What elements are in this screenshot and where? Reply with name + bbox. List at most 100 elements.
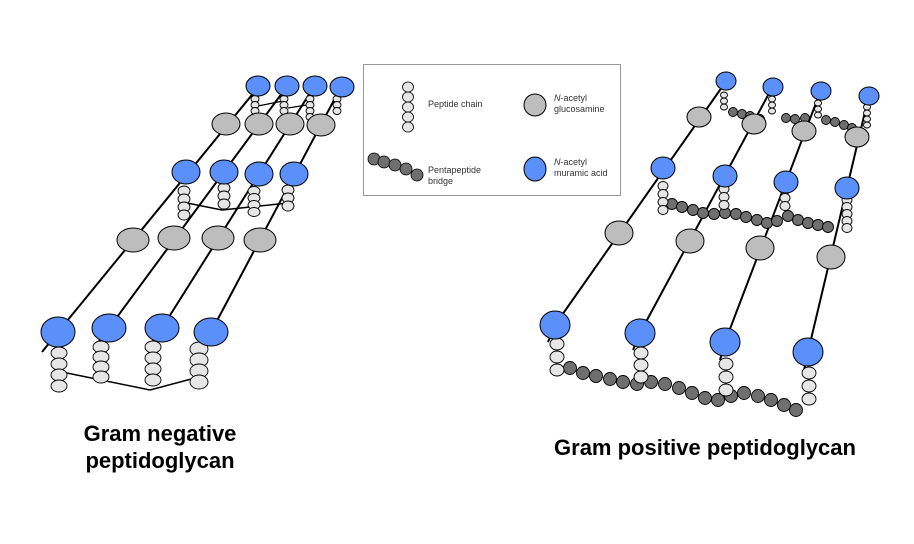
nam-unit xyxy=(624,318,656,348)
nag-unit xyxy=(816,244,846,270)
bridge-unit xyxy=(781,113,791,123)
nam-unit xyxy=(834,176,860,200)
gram-negative-caption-line2: peptidoglycan xyxy=(85,448,235,473)
peptide-unit xyxy=(144,362,162,376)
bridge-unit xyxy=(666,198,678,210)
nag-unit xyxy=(211,112,241,136)
nag-unit xyxy=(244,112,274,136)
nag-legend-icon xyxy=(523,93,547,117)
nam-legend-icon xyxy=(523,156,547,182)
bridge-unit xyxy=(708,208,720,220)
peptide-unit xyxy=(633,358,649,372)
peptide-unit xyxy=(247,207,261,217)
peptide-unit xyxy=(801,392,817,406)
crosslink-line xyxy=(149,377,196,391)
bridge-unit xyxy=(658,377,672,391)
peptide-unit xyxy=(814,111,822,119)
peptide-unit xyxy=(144,340,162,354)
bridge-unit xyxy=(737,386,751,400)
peptide-unit xyxy=(720,91,728,99)
bridge-unit xyxy=(589,369,603,383)
bridge-unit xyxy=(822,221,834,233)
peptide-unit xyxy=(189,374,209,390)
bridge-unit xyxy=(751,389,765,403)
nam-unit xyxy=(209,159,239,185)
legend: Peptide chain N-acetyl glucosamine Pentap… xyxy=(363,64,621,196)
peptide-unit xyxy=(863,121,871,129)
peptide-unit xyxy=(50,379,68,393)
nag-unit xyxy=(745,235,775,261)
peptide-unit xyxy=(633,346,649,360)
nag-unit xyxy=(791,120,817,142)
bridge-unit xyxy=(563,361,577,375)
legend-peptide-chain-label: Peptide chain xyxy=(428,99,483,109)
peptide-unit xyxy=(768,95,776,103)
bridge-unit xyxy=(790,114,800,124)
bridge-unit xyxy=(728,107,738,117)
peptide-unit xyxy=(718,383,734,397)
peptide-unit xyxy=(332,107,342,115)
peptide-unit xyxy=(633,370,649,384)
nag-unit xyxy=(275,112,305,136)
nam-unit xyxy=(329,76,355,98)
nam-unit xyxy=(762,77,784,97)
crosslink-line xyxy=(186,202,223,211)
nag-unit xyxy=(116,227,150,253)
bridge-unit xyxy=(821,115,831,125)
nam-unit xyxy=(144,313,180,343)
peptide-unit xyxy=(720,97,728,105)
peptide-unit xyxy=(177,209,191,221)
peptide-unit xyxy=(549,337,565,351)
peptide-unit xyxy=(50,346,68,360)
peptide-unit xyxy=(768,101,776,109)
peptide-unit xyxy=(863,115,871,123)
nam-unit xyxy=(773,170,799,194)
gram-negative-caption: Gram negative peptidoglycan xyxy=(55,420,265,474)
nag-unit xyxy=(741,113,767,135)
bridge-unit xyxy=(789,403,803,417)
bridge-unit xyxy=(603,372,617,386)
nam-unit xyxy=(193,317,229,347)
peptide-unit xyxy=(549,350,565,364)
peptide-unit xyxy=(779,201,791,211)
nam-unit xyxy=(858,86,880,106)
nam-unit xyxy=(650,156,676,180)
bridge-unit xyxy=(711,393,725,407)
peptide-unit xyxy=(768,107,776,115)
peptide-unit xyxy=(814,99,822,107)
peptide-unit xyxy=(657,205,669,215)
nam-unit xyxy=(810,81,832,101)
nam-unit xyxy=(792,337,824,367)
bridge-unit xyxy=(687,204,699,216)
legend-nam-label: N-acetyl muramic acid xyxy=(554,157,608,178)
nam-unit xyxy=(40,316,76,348)
bridge-unit xyxy=(676,201,688,213)
bridge-unit xyxy=(830,117,840,127)
gram-positive-caption: Gram positive peptidoglycan xyxy=(554,435,856,460)
peptide-unit xyxy=(801,366,817,380)
bridge-unit xyxy=(751,214,763,226)
bridge-unit xyxy=(685,386,699,400)
bridge-unit xyxy=(698,391,712,405)
legend-symbols xyxy=(367,81,547,182)
nag-unit xyxy=(604,220,634,246)
bridge-unit xyxy=(812,219,824,231)
nam-unit xyxy=(715,71,737,91)
peptide-unit xyxy=(281,200,295,212)
bridge-unit xyxy=(771,215,783,227)
peptide-unit xyxy=(144,351,162,365)
peptide-unit xyxy=(92,370,110,384)
peptide-unit xyxy=(50,368,68,382)
peptide-unit xyxy=(144,373,162,387)
nam-unit xyxy=(302,75,328,97)
peptide-unit xyxy=(718,200,730,210)
nam-unit xyxy=(91,313,127,343)
nam-unit xyxy=(539,310,571,340)
nam-unit xyxy=(712,164,738,188)
bridge-unit xyxy=(777,398,791,412)
peptide-unit xyxy=(863,109,871,117)
peptide-unit xyxy=(50,357,68,371)
peptide-unit xyxy=(718,357,734,371)
peptide-unit xyxy=(217,198,231,210)
